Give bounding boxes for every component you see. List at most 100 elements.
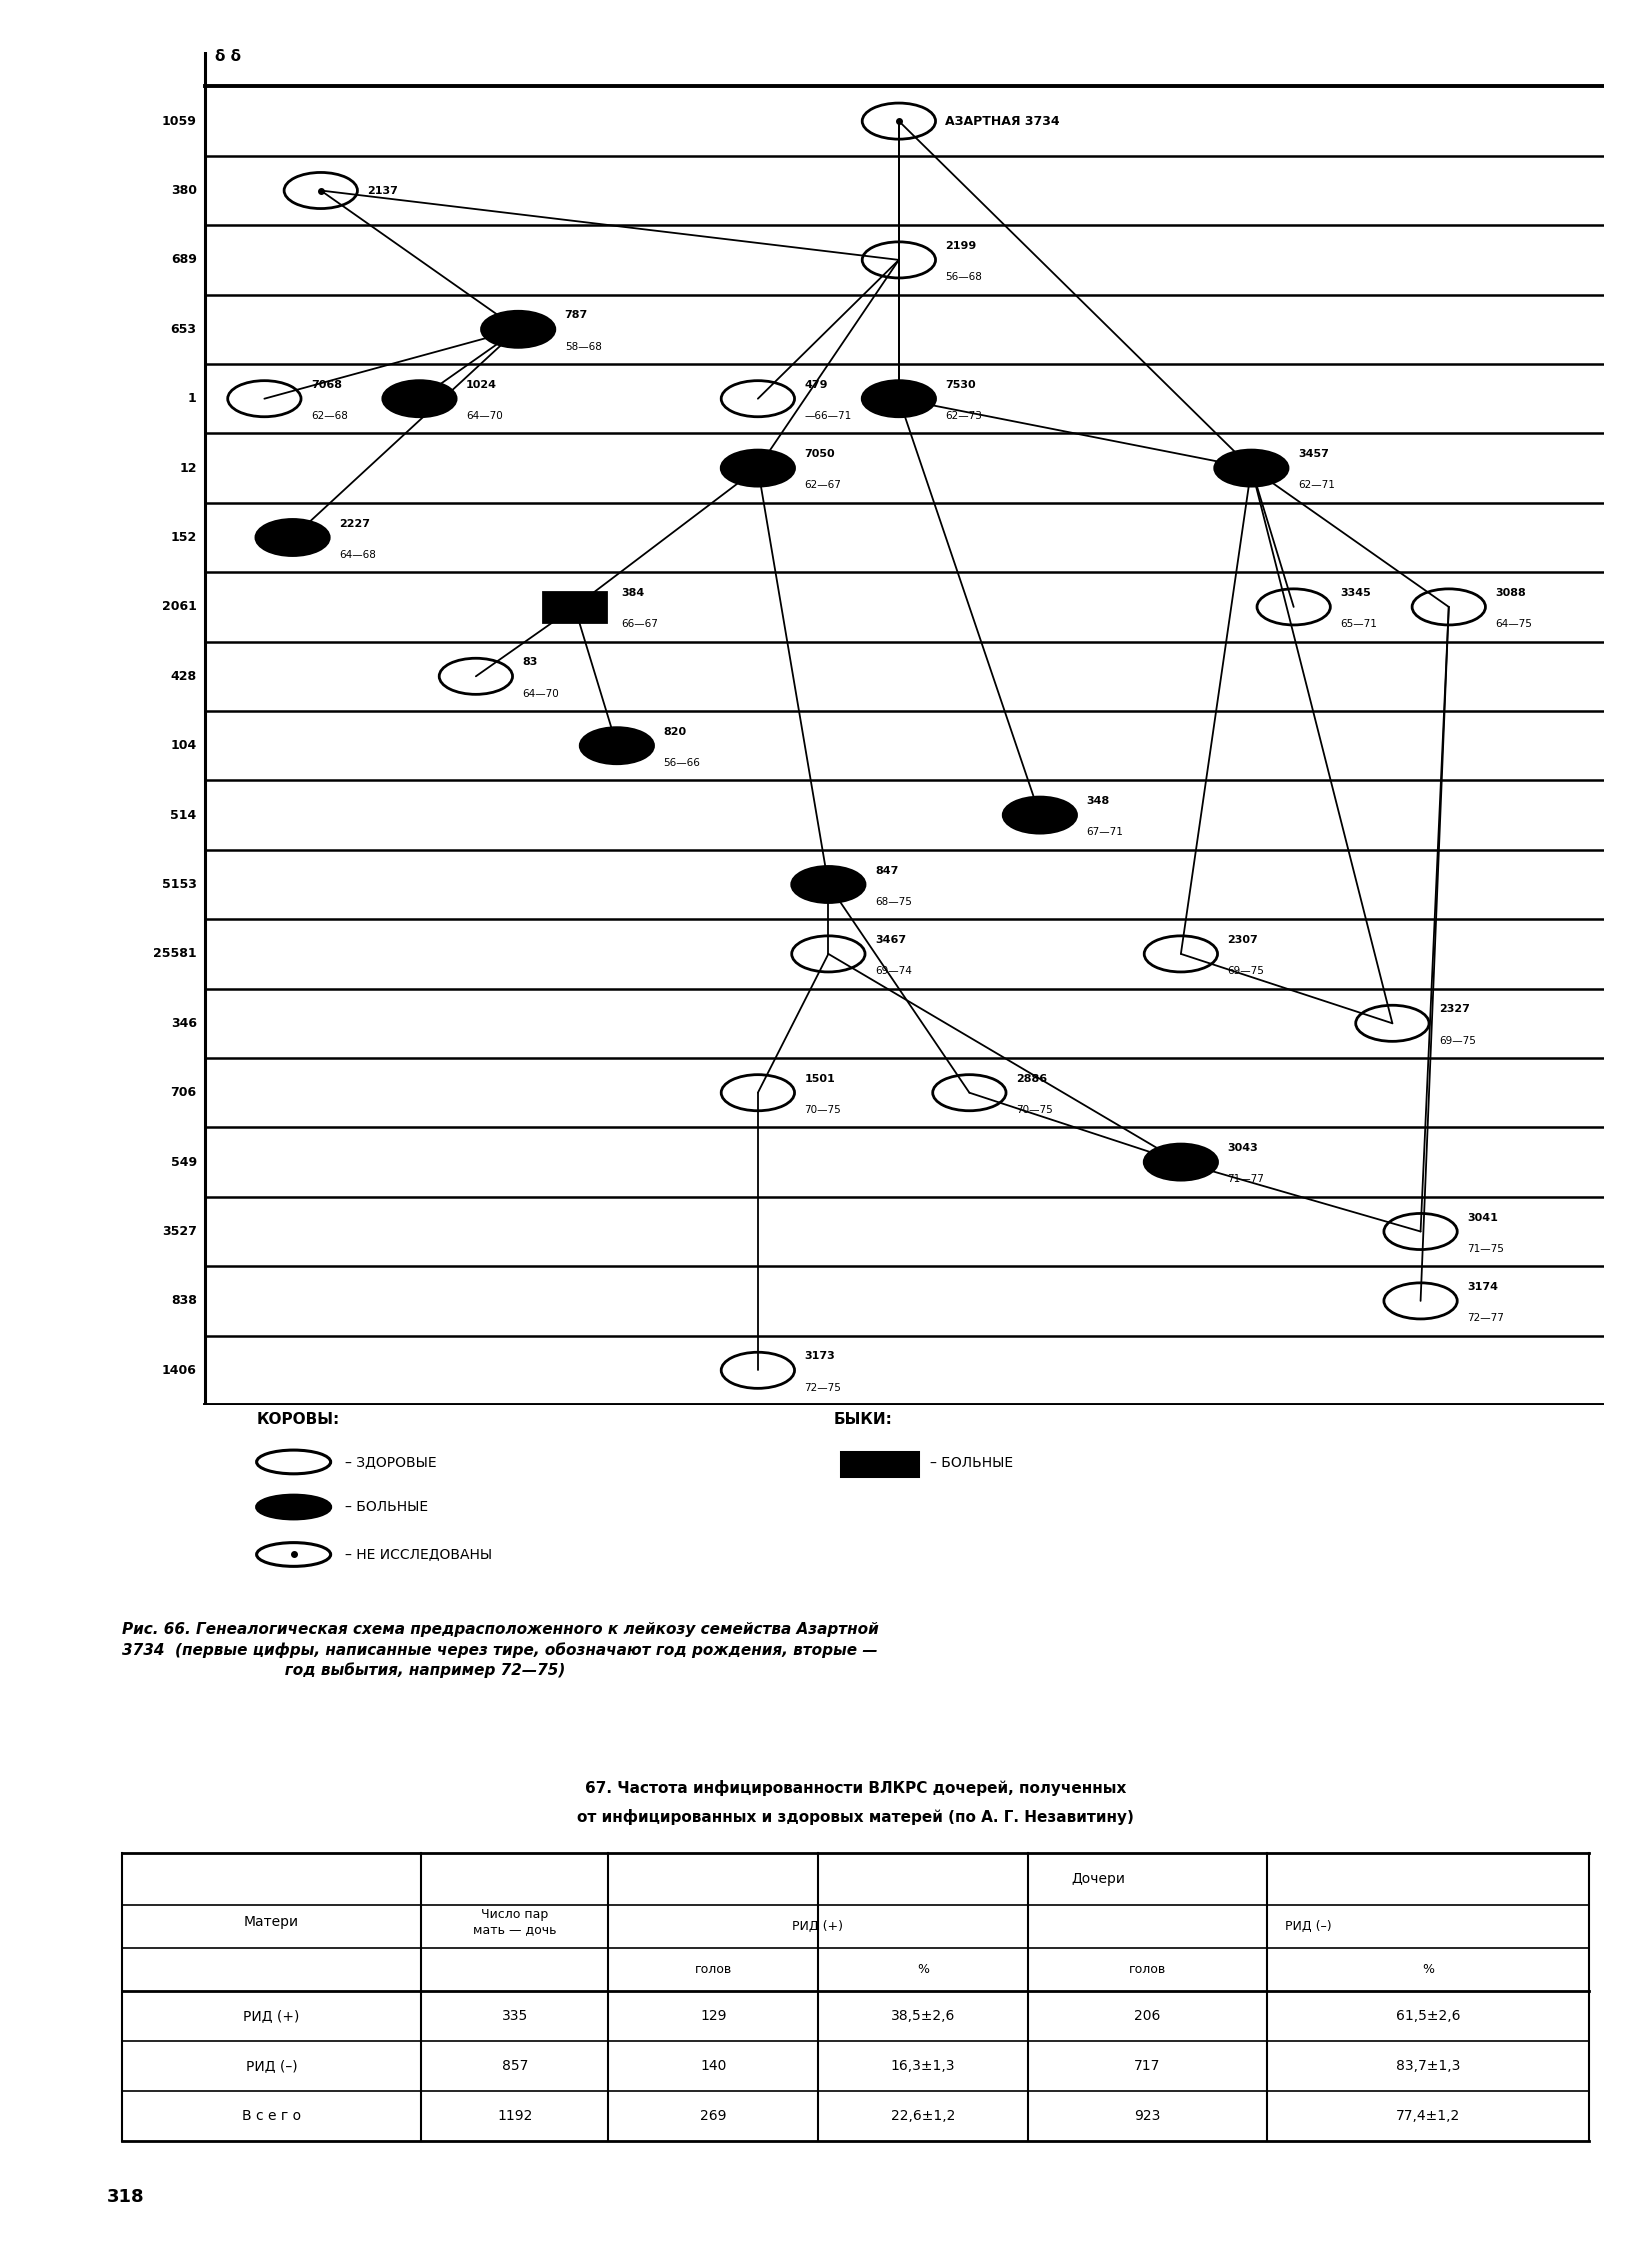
Text: – НЕ ИССЛЕДОВАНЫ: – НЕ ИССЛЕДОВАНЫ (345, 1547, 492, 1562)
Text: 68—75: 68—75 (875, 897, 911, 906)
Text: 3527: 3527 (161, 1225, 197, 1239)
Text: 7530: 7530 (946, 380, 975, 389)
Text: 58—68: 58—68 (564, 342, 602, 351)
Circle shape (1145, 1144, 1217, 1180)
Text: 72—77: 72—77 (1467, 1313, 1504, 1324)
Text: 70—75: 70—75 (1017, 1106, 1053, 1115)
Text: 66—67: 66—67 (622, 618, 658, 629)
Text: 62—68: 62—68 (311, 411, 347, 420)
Text: %: % (1421, 1963, 1434, 1976)
Text: 71—77: 71—77 (1227, 1173, 1265, 1185)
Text: Число пар
мать — дочь: Число пар мать — дочь (474, 1909, 556, 1936)
Text: 1059: 1059 (161, 115, 197, 128)
Text: 25581: 25581 (153, 946, 197, 960)
Text: 5153: 5153 (161, 879, 197, 890)
Text: – ЗДОРОВЫЕ: – ЗДОРОВЫЕ (345, 1454, 438, 1468)
Text: – БОЛЬНЫЕ: – БОЛЬНЫЕ (345, 1499, 429, 1515)
Text: 69—75: 69—75 (1227, 967, 1265, 976)
Text: 206: 206 (1133, 2010, 1160, 2023)
Text: РИД (–): РИД (–) (1285, 1920, 1331, 1933)
Text: 62—71: 62—71 (1298, 481, 1334, 490)
Text: 318: 318 (107, 2187, 145, 2205)
Text: 717: 717 (1133, 2059, 1160, 2073)
Text: δ δ: δ δ (215, 49, 242, 65)
Text: 22,6±1,2: 22,6±1,2 (890, 2109, 956, 2122)
Circle shape (581, 728, 653, 764)
Text: 2307: 2307 (1227, 935, 1258, 944)
Circle shape (482, 310, 554, 348)
Text: 1192: 1192 (497, 2109, 533, 2122)
Text: 67. Частота инфицированности ВЛКРС дочерей, полученных: 67. Частота инфицированности ВЛКРС дочер… (584, 1780, 1127, 1796)
Text: 12: 12 (179, 461, 197, 474)
Text: 65—71: 65—71 (1341, 618, 1377, 629)
Text: 838: 838 (171, 1295, 197, 1308)
Text: Матери: Матери (243, 1915, 299, 1929)
Text: КОРОВЫ:: КОРОВЫ: (257, 1412, 341, 1427)
Text: 820: 820 (663, 726, 686, 737)
Text: 3041: 3041 (1467, 1212, 1499, 1223)
Text: 1501: 1501 (804, 1075, 836, 1084)
Text: 129: 129 (699, 2010, 727, 2023)
Text: 152: 152 (171, 531, 197, 544)
Text: 64—70: 64—70 (523, 688, 559, 699)
Text: 653: 653 (171, 324, 197, 335)
Text: 1024: 1024 (466, 380, 497, 389)
Text: 69—75: 69—75 (1439, 1036, 1476, 1045)
Text: 1: 1 (188, 391, 197, 405)
Text: 380: 380 (171, 184, 197, 198)
Text: 3174: 3174 (1467, 1281, 1499, 1293)
Text: 56—68: 56—68 (946, 272, 982, 283)
Circle shape (257, 1495, 331, 1520)
Text: 104: 104 (171, 740, 197, 753)
Text: 514: 514 (171, 809, 197, 821)
Text: —66—71: —66—71 (804, 411, 852, 420)
Text: РИД (+): РИД (+) (243, 2010, 299, 2023)
Text: 3173: 3173 (804, 1351, 836, 1362)
Circle shape (1214, 450, 1288, 486)
Circle shape (257, 519, 329, 555)
Text: 61,5±2,6: 61,5±2,6 (1395, 2010, 1461, 2023)
Text: 787: 787 (564, 310, 587, 321)
Text: 2227: 2227 (339, 519, 370, 528)
Text: 346: 346 (171, 1016, 197, 1030)
Text: 2199: 2199 (946, 241, 977, 252)
Text: 2886: 2886 (1017, 1075, 1046, 1084)
Text: от инфицированных и здоровых матерей (по А. Г. Незавитину): от инфицированных и здоровых матерей (по… (577, 1810, 1133, 1825)
Text: Дочери: Дочери (1071, 1873, 1125, 1886)
Text: 77,4±1,2: 77,4±1,2 (1397, 2109, 1461, 2122)
Text: 2061: 2061 (161, 600, 197, 614)
Text: 70—75: 70—75 (804, 1106, 841, 1115)
Text: 348: 348 (1086, 796, 1110, 807)
Text: АЗАРТНАЯ 3734: АЗАРТНАЯ 3734 (946, 115, 1059, 128)
Text: 64—70: 64—70 (466, 411, 503, 420)
Text: 3457: 3457 (1298, 450, 1329, 459)
Text: 2137: 2137 (367, 187, 398, 196)
Circle shape (862, 380, 936, 416)
Text: 7050: 7050 (804, 450, 836, 459)
Text: БЫКИ:: БЫКИ: (834, 1412, 893, 1427)
Text: 71—75: 71—75 (1467, 1243, 1504, 1254)
Text: голов: голов (694, 1963, 732, 1976)
Text: 689: 689 (171, 254, 197, 268)
Text: 269: 269 (699, 2109, 727, 2122)
Text: 2327: 2327 (1439, 1005, 1469, 1014)
Text: 847: 847 (875, 865, 898, 877)
Text: 62—73: 62—73 (946, 411, 982, 420)
Text: 428: 428 (171, 670, 197, 683)
Text: РИД (–): РИД (–) (245, 2059, 298, 2073)
Text: 7068: 7068 (311, 380, 342, 389)
Text: 1406: 1406 (161, 1365, 197, 1376)
Circle shape (383, 380, 456, 416)
Text: 83: 83 (523, 656, 538, 668)
Text: 67—71: 67—71 (1086, 827, 1124, 839)
Text: 56—66: 56—66 (663, 758, 701, 769)
Text: 140: 140 (701, 2059, 727, 2073)
Text: 3043: 3043 (1227, 1144, 1258, 1153)
Text: 479: 479 (804, 380, 827, 389)
Text: 3088: 3088 (1495, 589, 1527, 598)
Text: 549: 549 (171, 1155, 197, 1169)
Text: РИД (+): РИД (+) (793, 1920, 844, 1933)
Text: 3467: 3467 (875, 935, 906, 944)
Text: 384: 384 (622, 589, 645, 598)
Circle shape (1003, 798, 1076, 834)
